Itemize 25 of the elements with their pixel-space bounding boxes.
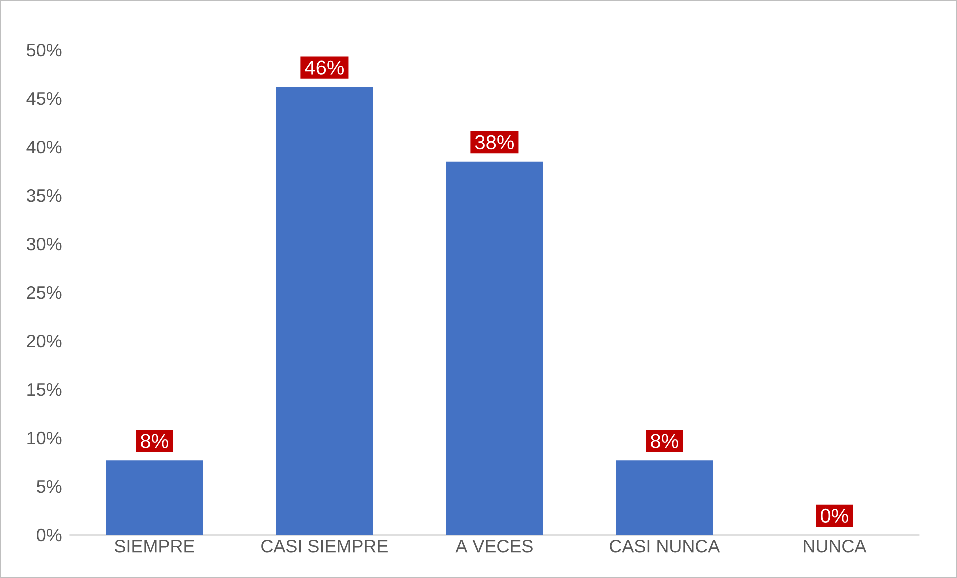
- y-tick-label: 5%: [37, 480, 62, 494]
- y-tick-label: 30%: [26, 238, 62, 251]
- x-tick-label: CASI SIEMPRE: [262, 540, 388, 553]
- bar: [446, 162, 544, 536]
- data-label: 8%: [651, 434, 678, 448]
- y-tick-label: 50%: [27, 44, 62, 57]
- x-tick-label: A VECES: [456, 540, 533, 553]
- y-tick-label: 25%: [27, 286, 62, 300]
- y-tick-label: 45%: [26, 92, 62, 106]
- y-tick-label: 0%: [37, 528, 62, 542]
- y-tick-label: 40%: [26, 140, 62, 154]
- x-tick-label: SIEMPRE: [115, 540, 194, 553]
- x-tick-label: CASI NUNCA: [610, 540, 720, 553]
- bar: [276, 87, 374, 536]
- data-label: 8%: [141, 434, 168, 448]
- bar: [106, 460, 204, 536]
- y-tick-label: 15%: [28, 383, 62, 396]
- x-tick-label: NUNCA: [804, 540, 867, 553]
- data-label: 38%: [475, 135, 514, 150]
- y-tick-label: 35%: [26, 189, 62, 202]
- y-tick-label: 10%: [28, 432, 62, 445]
- data-label: 0%: [821, 508, 848, 524]
- bar: [616, 460, 714, 536]
- data-label: 46%: [305, 60, 344, 75]
- y-tick-label: 20%: [27, 334, 62, 348]
